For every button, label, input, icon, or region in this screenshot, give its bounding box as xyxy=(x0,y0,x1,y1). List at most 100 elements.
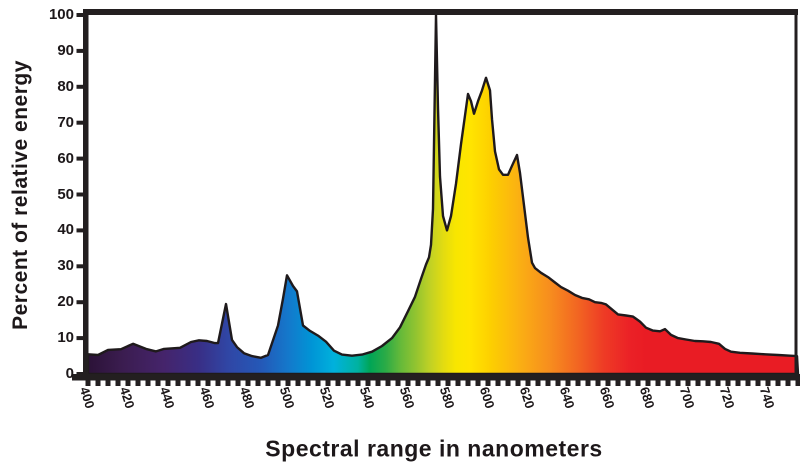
x-minor-tick xyxy=(785,380,791,386)
y-tick xyxy=(76,264,85,269)
x-minor-tick xyxy=(755,380,761,386)
y-tick-label: 80 xyxy=(57,77,74,95)
x-minor-tick xyxy=(455,380,461,386)
x-minor-tick xyxy=(425,380,431,386)
x-minor-tick xyxy=(315,380,321,386)
x-minor-tick xyxy=(465,380,471,386)
plot-frame-top xyxy=(83,9,798,15)
y-tick-label: 30 xyxy=(57,257,74,275)
x-minor-tick xyxy=(555,380,561,386)
x-minor-tick xyxy=(285,380,291,386)
y-tick-label: 10 xyxy=(57,329,74,347)
x-minor-tick xyxy=(415,380,421,386)
x-minor-tick xyxy=(165,380,171,386)
y-tick xyxy=(76,228,85,233)
y-tick xyxy=(76,120,85,125)
x-minor-tick xyxy=(625,380,631,386)
y-tick-label: 100 xyxy=(48,6,74,23)
y-tick xyxy=(76,48,85,53)
x-minor-tick xyxy=(635,380,641,386)
x-minor-tick xyxy=(305,380,311,386)
x-minor-tick xyxy=(575,380,581,386)
x-minor-tick xyxy=(375,380,381,386)
x-minor-tick xyxy=(695,380,701,386)
y-tick xyxy=(76,336,85,341)
y-tick xyxy=(76,156,85,161)
x-minor-tick xyxy=(595,380,601,386)
x-minor-tick xyxy=(125,380,131,386)
x-minor-tick xyxy=(545,380,551,386)
x-minor-tick xyxy=(115,380,121,386)
y-tick-label: 40 xyxy=(57,221,74,239)
y-tick-label: 0 xyxy=(65,365,74,382)
x-minor-tick xyxy=(515,380,521,386)
x-minor-tick xyxy=(325,380,331,386)
x-minor-tick xyxy=(265,380,271,386)
x-minor-tick xyxy=(665,380,671,386)
x-minor-tick xyxy=(525,380,531,386)
x-minor-tick xyxy=(245,380,251,386)
y-tick-label: 70 xyxy=(57,113,74,131)
x-minor-tick xyxy=(795,380,800,386)
y-tick-label: 20 xyxy=(57,293,74,311)
y-axis-bar xyxy=(83,9,89,374)
x-minor-tick xyxy=(205,380,211,386)
x-minor-tick xyxy=(255,380,261,386)
x-minor-tick xyxy=(395,380,401,386)
x-minor-tick xyxy=(95,380,101,386)
x-minor-tick xyxy=(675,380,681,386)
x-minor-tick xyxy=(705,380,711,386)
x-minor-tick xyxy=(225,380,231,386)
x-axis-title: Spectral range in nanometers xyxy=(265,435,603,462)
y-tick xyxy=(76,300,85,305)
x-minor-tick xyxy=(345,380,351,386)
x-minor-tick xyxy=(105,380,111,386)
x-minor-tick xyxy=(615,380,621,386)
x-minor-tick xyxy=(155,380,161,386)
x-minor-tick xyxy=(685,380,691,386)
y-tick-label: 60 xyxy=(57,149,74,167)
y-tick xyxy=(76,84,85,89)
plot-frame-right xyxy=(794,15,798,374)
x-minor-tick xyxy=(355,380,361,386)
x-minor-tick xyxy=(215,380,221,386)
x-minor-tick xyxy=(175,380,181,386)
x-minor-tick xyxy=(435,380,441,386)
x-minor-tick xyxy=(485,380,491,386)
x-minor-tick xyxy=(385,380,391,386)
x-minor-tick xyxy=(645,380,651,386)
x-minor-tick xyxy=(585,380,591,386)
x-minor-tick xyxy=(745,380,751,386)
y-axis-title: Percent of relative energy xyxy=(9,60,32,330)
x-minor-tick xyxy=(735,380,741,386)
x-minor-tick xyxy=(195,380,201,386)
x-minor-tick xyxy=(275,380,281,386)
x-axis-bar xyxy=(72,374,800,381)
y-tick xyxy=(76,13,85,17)
x-minor-tick xyxy=(725,380,731,386)
x-minor-tick xyxy=(565,380,571,386)
x-minor-tick xyxy=(775,380,781,386)
x-minor-tick xyxy=(765,380,771,386)
x-minor-tick xyxy=(445,380,451,386)
x-minor-tick xyxy=(135,380,141,386)
x-minor-tick xyxy=(715,380,721,386)
spectral-curve xyxy=(86,13,800,376)
x-minor-tick xyxy=(655,380,661,386)
x-minor-tick xyxy=(295,380,301,386)
y-tick xyxy=(76,372,85,376)
x-minor-tick xyxy=(535,380,541,386)
x-minor-tick xyxy=(365,380,371,386)
x-minor-tick xyxy=(85,380,91,386)
y-tick-label: 90 xyxy=(57,41,74,59)
x-minor-tick xyxy=(405,380,411,386)
y-tick-label: 50 xyxy=(57,185,74,203)
x-minor-tick xyxy=(235,380,241,386)
x-minor-tick xyxy=(475,380,481,386)
x-minor-tick xyxy=(505,380,511,386)
y-tick xyxy=(76,192,85,197)
x-minor-tick xyxy=(185,380,191,386)
x-minor-tick xyxy=(145,380,151,386)
